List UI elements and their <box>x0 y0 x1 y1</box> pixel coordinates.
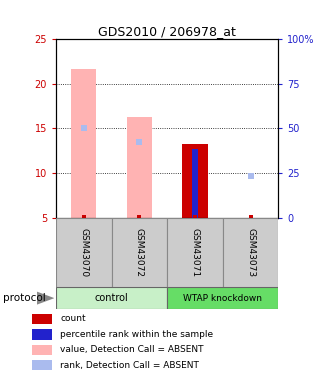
Bar <box>192 149 198 217</box>
Bar <box>56 287 167 309</box>
Text: percentile rank within the sample: percentile rank within the sample <box>60 330 213 339</box>
Title: GDS2010 / 206978_at: GDS2010 / 206978_at <box>98 25 236 38</box>
Bar <box>223 217 278 287</box>
Bar <box>71 69 96 218</box>
Text: control: control <box>95 293 128 303</box>
Bar <box>127 117 152 218</box>
Text: GSM43071: GSM43071 <box>190 228 199 277</box>
Bar <box>167 287 278 309</box>
Bar <box>32 345 52 355</box>
Text: GSM43072: GSM43072 <box>135 228 144 277</box>
Text: value, Detection Call = ABSENT: value, Detection Call = ABSENT <box>60 345 204 354</box>
Bar <box>112 217 167 287</box>
Polygon shape <box>37 292 54 304</box>
Bar <box>32 314 52 324</box>
Bar <box>182 144 207 218</box>
Bar <box>32 329 52 339</box>
Text: GSM43073: GSM43073 <box>246 228 255 277</box>
Text: GSM43070: GSM43070 <box>79 228 88 277</box>
Bar <box>167 217 223 287</box>
Text: count: count <box>60 315 86 324</box>
Text: rank, Detection Call = ABSENT: rank, Detection Call = ABSENT <box>60 361 199 370</box>
Bar <box>56 217 112 287</box>
Bar <box>32 360 52 370</box>
Text: WTAP knockdown: WTAP knockdown <box>183 294 262 303</box>
Text: protocol: protocol <box>3 293 46 303</box>
